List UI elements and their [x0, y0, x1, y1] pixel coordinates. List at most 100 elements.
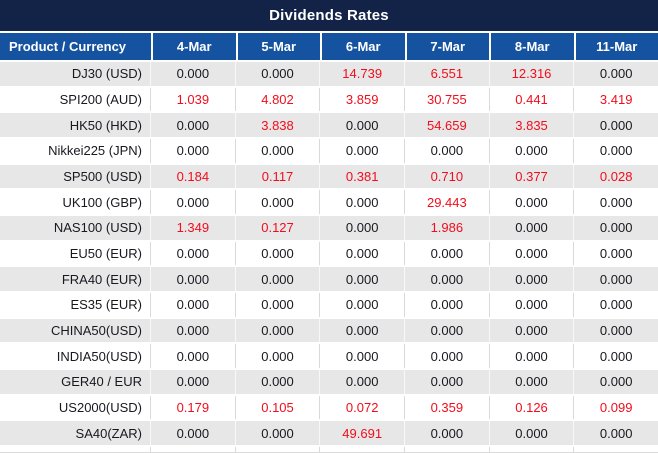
value-cell: 0.000 — [490, 241, 575, 266]
value-cell: 54.659 — [405, 113, 490, 137]
value-cell: 1.349 — [151, 215, 236, 240]
value-cell: 3.835 — [490, 113, 575, 137]
value-cell: 0.000 — [320, 318, 406, 343]
column-header-date: 6-Mar — [320, 33, 405, 60]
value-cell: 0.000 — [320, 241, 406, 266]
table-header-row: Product / Currency 4-Mar 5-Mar 6-Mar 7-Mar 8… — [0, 33, 658, 62]
empty-cell — [236, 446, 321, 452]
value-cell: 0.000 — [151, 241, 236, 266]
value-cell: 0.000 — [490, 369, 575, 394]
empty-cell — [490, 446, 575, 452]
value-cell: 0.000 — [151, 344, 236, 368]
value-cell: 0.000 — [599, 245, 633, 261]
value-cell: 0.000 — [490, 318, 575, 343]
product-cell: SP500 (USD) — [0, 164, 151, 189]
value-cell: 29.443 — [405, 190, 490, 214]
product-cell: Nikkei225 (JPN) — [0, 138, 151, 163]
partial-next-row — [0, 446, 658, 453]
value-cell: 0.000 — [490, 215, 575, 240]
column-header-date: 8-Mar — [489, 33, 574, 60]
value-cell: 0.179 — [151, 395, 236, 420]
table-row: NAS100 (USD) 1.349 0.127 0.000 1.986 0.000 0.… — [0, 215, 658, 242]
value-cell: 0.000 — [320, 113, 406, 137]
value-cell: 0.000 — [151, 318, 236, 343]
column-header-date: 11-Mar — [573, 33, 658, 60]
table-row: SA40(ZAR) 0.000 0.000 49.691 0.000 0.000 0.00… — [0, 421, 658, 447]
value-cell: 0.000 — [236, 292, 321, 317]
product-cell: INDIA50(USD) — [0, 344, 151, 368]
product-cell: SA40(ZAR) — [0, 421, 151, 445]
value-cell: 0.028 — [599, 168, 633, 184]
value-cell: 0.710 — [405, 164, 490, 189]
value-cell: 0.000 — [151, 62, 236, 86]
value-cell: 0.441 — [490, 87, 575, 112]
product-cell: SPI200 (AUD) — [0, 87, 151, 112]
product-cell: HK50 (HKD) — [0, 113, 151, 137]
value-cell: 0.000 — [599, 322, 633, 338]
value-cell: 0.105 — [236, 395, 321, 420]
value-cell: 0.000 — [599, 220, 633, 236]
value-cell: 0.000 — [236, 267, 321, 291]
value-cell: 0.000 — [236, 369, 321, 394]
column-header-product: Product / Currency — [9, 39, 127, 54]
value-cell: 0.000 — [320, 369, 406, 394]
title-bar: Dividends Rates — [0, 0, 658, 33]
product-cell: NAS100 (USD) — [0, 215, 151, 240]
table-row: UK100 (GBP) 0.000 0.000 0.000 29.443 0.000 0.… — [0, 190, 658, 216]
value-cell: 0.000 — [490, 344, 575, 368]
table-body: DJ30 (USD) 0.000 0.000 14.739 6.551 12.316 0.… — [0, 62, 658, 447]
value-cell: 0.000 — [599, 194, 633, 210]
value-cell: 0.381 — [320, 164, 406, 189]
value-cell: 0.099 — [599, 399, 633, 415]
value-cell: 0.000 — [320, 190, 406, 214]
product-cell: EU50 (EUR) — [0, 241, 151, 266]
value-cell: 0.000 — [151, 267, 236, 291]
empty-cell — [405, 446, 490, 452]
value-cell: 0.126 — [490, 395, 575, 420]
product-cell: CHINA50(USD) — [0, 318, 151, 343]
value-cell: 0.000 — [236, 318, 321, 343]
product-cell: UK100 (GBP) — [0, 190, 151, 214]
table-row: CHINA50(USD) 0.000 0.000 0.000 0.000 0.000 0.… — [0, 318, 658, 345]
value-cell: 0.000 — [405, 267, 490, 291]
value-cell: 12.316 — [490, 62, 575, 86]
value-cell: 0.000 — [236, 421, 321, 445]
value-cell: 0.000 — [320, 344, 406, 368]
table-row: SP500 (USD) 0.184 0.117 0.381 0.710 0.377 0.0… — [0, 164, 658, 191]
value-cell: 0.000 — [151, 292, 236, 317]
column-header-date: 4-Mar — [151, 33, 236, 60]
value-cell: 0.000 — [405, 369, 490, 394]
value-cell: 0.000 — [236, 190, 321, 214]
page-title: Dividends Rates — [269, 7, 389, 24]
value-cell: 0.117 — [236, 164, 321, 189]
value-cell: 0.000 — [599, 117, 633, 133]
value-cell: 0.000 — [405, 292, 490, 317]
table-row: Nikkei225 (JPN) 0.000 0.000 0.000 0.000 0.00… — [0, 138, 658, 165]
product-cell: US2000(USD) — [0, 395, 151, 420]
table-row: FRA40 (EUR) 0.000 0.000 0.000 0.000 0.000 0.0… — [0, 267, 658, 293]
product-cell: GER40 / EUR — [0, 369, 151, 394]
value-cell: 0.000 — [151, 190, 236, 214]
value-cell: 0.000 — [320, 267, 406, 291]
table-row: EU50 (EUR) 0.000 0.000 0.000 0.000 0.000 0.00… — [0, 241, 658, 268]
value-cell: 0.000 — [320, 215, 406, 240]
table-row: HK50 (HKD) 0.000 3.838 0.000 54.659 3.835 0.0… — [0, 113, 658, 139]
value-cell: 1.986 — [405, 215, 490, 240]
table-row: GER40 / EUR 0.000 0.000 0.000 0.000 0.000 0.0… — [0, 369, 658, 396]
value-cell: 0.000 — [490, 190, 575, 214]
value-cell: 0.000 — [320, 292, 406, 317]
value-cell: 49.691 — [320, 421, 406, 445]
empty-cell — [0, 446, 151, 452]
value-cell: 0.000 — [490, 138, 575, 163]
value-cell: 0.127 — [236, 215, 321, 240]
value-cell: 14.739 — [320, 62, 406, 86]
value-cell: 0.000 — [151, 421, 236, 445]
value-cell: 0.000 — [490, 421, 575, 445]
table-row: ES35 (EUR) 0.000 0.000 0.000 0.000 0.000 0.00… — [0, 292, 658, 319]
value-cell: 0.000 — [236, 241, 321, 266]
value-cell: 4.802 — [236, 87, 321, 112]
empty-cell — [574, 447, 658, 452]
value-cell: 0.000 — [599, 297, 633, 313]
value-cell: 0.000 — [236, 138, 321, 163]
